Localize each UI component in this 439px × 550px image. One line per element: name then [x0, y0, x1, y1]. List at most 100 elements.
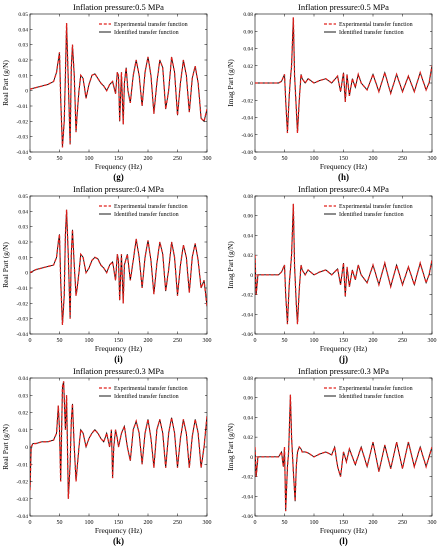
y-tick-label: -0.04 [17, 150, 29, 156]
y-tick-label: 0.02 [18, 411, 28, 417]
x-tick-label: 100 [310, 156, 319, 162]
y-tick-label: 0.04 [243, 415, 253, 421]
y-tick-label: -0.02 [242, 98, 254, 104]
chart-title: Inflation pressure:0.5 MPa [298, 2, 389, 12]
legend-box [322, 382, 430, 401]
legend-entry: Identified transfer function [339, 29, 404, 36]
y-tick-label: 0.03 [18, 393, 28, 399]
x-axis-label: Frequency (Hz) [95, 344, 143, 353]
x-tick-label: 300 [203, 338, 212, 344]
y-tick-label: 0.08 [243, 12, 253, 18]
x-tick-label: 150 [114, 338, 123, 344]
legend-entry: Experimental transfer function [339, 21, 413, 28]
x-tick-label: 250 [398, 520, 407, 526]
x-tick-label: 0 [254, 156, 257, 162]
y-tick-label: -0.02 [242, 293, 254, 299]
y-tick-label: 0 [250, 273, 253, 279]
y-tick-label: -0.04 [17, 514, 29, 520]
y-tick-label: 0.06 [243, 396, 253, 402]
y-axis-label: Imag Part (g/N) [226, 423, 235, 471]
experimental-transfer-function-line [255, 394, 432, 512]
y-tick-label: -0.01 [17, 104, 29, 110]
x-tick-label: 50 [282, 156, 288, 162]
x-tick-label: 300 [203, 520, 212, 526]
x-tick-label: 100 [310, 520, 319, 526]
legend-box [322, 200, 430, 219]
x-tick-label: 150 [339, 338, 348, 344]
x-tick-label: 300 [428, 156, 437, 162]
y-axis-label: Real Part (g/N) [1, 242, 10, 288]
y-tick-label: -0.06 [242, 514, 254, 520]
x-tick-label: 50 [57, 520, 63, 526]
x-tick-label: 0 [254, 338, 257, 344]
y-tick-label: -0.02 [17, 119, 29, 125]
x-tick-label: 50 [282, 520, 288, 526]
x-tick-label: 0 [29, 338, 32, 344]
y-tick-label: -0.04 [242, 312, 254, 318]
legend-box [97, 200, 205, 219]
legend-entry: Experimental transfer function [114, 203, 188, 210]
chart-title: Inflation pressure:0.3 MPa [73, 366, 164, 376]
x-tick-label: 250 [398, 338, 407, 344]
x-axis-label: Frequency (Hz) [320, 162, 368, 171]
chart-title: Inflation pressure:0.3 MPa [298, 366, 389, 376]
panel-label: (i) [114, 354, 123, 364]
panel-label: (l) [339, 536, 348, 546]
x-tick-label: 200 [144, 338, 153, 344]
x-tick-label: 250 [173, 520, 182, 526]
y-tick-label: 0.06 [243, 29, 253, 35]
legend-box [97, 18, 205, 37]
x-tick-label: 0 [29, 520, 32, 526]
y-tick-label: 0.02 [243, 253, 253, 259]
x-tick-label: 150 [339, 156, 348, 162]
y-tick-label: 0.04 [18, 209, 28, 215]
y-tick-label: 0.04 [18, 27, 28, 33]
x-tick-label: 0 [29, 156, 32, 162]
y-tick-label: 0.01 [18, 255, 28, 261]
x-tick-label: 100 [85, 156, 94, 162]
x-tick-label: 300 [428, 338, 437, 344]
x-tick-label: 100 [85, 338, 94, 344]
chart-panel-3: Inflation pressure:0.4 MPa 0 50 100 150 200 25… [226, 184, 437, 364]
y-tick-label: 0.04 [18, 376, 28, 382]
y-tick-label: 0 [250, 81, 253, 87]
x-axis-label: Frequency (Hz) [320, 526, 368, 535]
y-tick-label: 0.02 [243, 64, 253, 70]
y-tick-label: -0.04 [242, 494, 254, 500]
x-tick-label: 250 [173, 338, 182, 344]
y-tick-label: 0.04 [243, 233, 253, 239]
x-tick-label: 150 [114, 156, 123, 162]
x-tick-label: 200 [144, 156, 153, 162]
chart-panel-0: Inflation pressure:0.5 MPa 0 50 100 150 200 25… [1, 2, 212, 182]
experimental-transfer-function-line [30, 381, 207, 499]
chart-panel-1: Inflation pressure:0.5 MPa 0 50 100 150 200 25… [226, 2, 437, 182]
y-tick-label: 0.08 [243, 376, 253, 382]
x-tick-label: 100 [85, 520, 94, 526]
y-tick-label: -0.04 [242, 116, 254, 122]
y-tick-label: -0.02 [242, 475, 254, 481]
chart-panel-4: Inflation pressure:0.3 MPa 0 50 100 150 200 25… [1, 366, 212, 546]
y-tick-label: -0.03 [17, 135, 29, 141]
y-tick-label: 0.01 [18, 428, 28, 434]
y-tick-label: -0.04 [17, 332, 29, 338]
y-tick-label: 0.04 [243, 47, 253, 53]
y-tick-label: 0 [25, 445, 28, 451]
x-tick-label: 200 [369, 338, 378, 344]
x-tick-label: 200 [369, 520, 378, 526]
y-tick-label: -0.01 [17, 462, 29, 468]
y-tick-label: 0 [250, 455, 253, 461]
legend-entry: Identified transfer function [339, 211, 404, 218]
legend-entry: Experimental transfer function [339, 385, 413, 392]
x-axis-label: Frequency (Hz) [95, 162, 143, 171]
experimental-transfer-function-line [255, 203, 432, 325]
y-tick-label: 0 [25, 271, 28, 277]
y-tick-label: -0.06 [242, 332, 254, 338]
x-tick-label: 50 [57, 338, 63, 344]
experimental-transfer-function-line [30, 209, 207, 325]
legend-entry: Identified transfer function [114, 29, 179, 36]
chart-panel-2: Inflation pressure:0.4 MPa 0 50 100 150 200 25… [1, 184, 212, 364]
x-axis-label: Frequency (Hz) [320, 344, 368, 353]
x-tick-label: 150 [114, 520, 123, 526]
y-tick-label: 0.08 [243, 194, 253, 200]
chart-title: Inflation pressure:0.4 MPa [73, 184, 164, 194]
